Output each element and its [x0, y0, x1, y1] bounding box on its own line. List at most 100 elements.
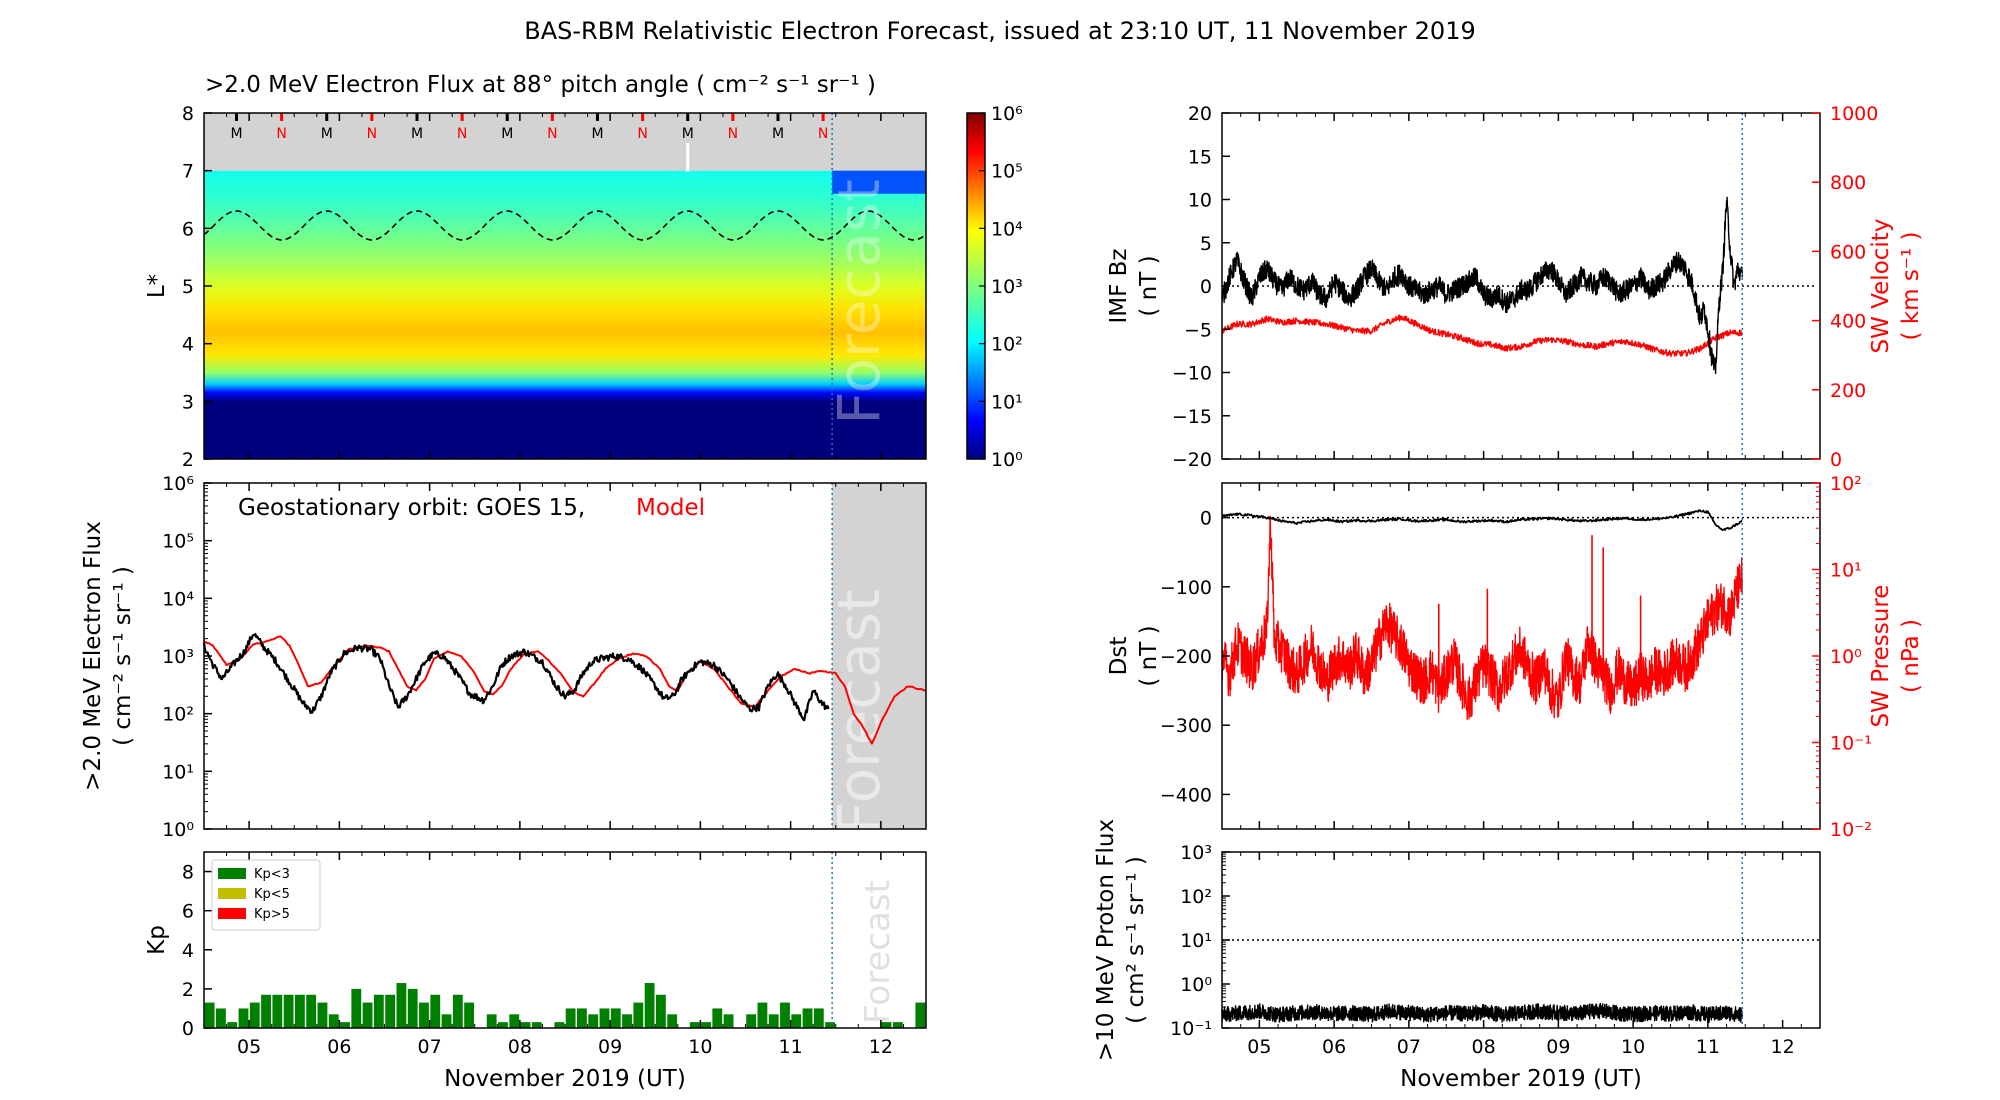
dst-y2tick-label: 10¹ [1830, 560, 1862, 582]
imf-ytick-label: −20 [1172, 449, 1212, 471]
kp-ytick-label: 8 [182, 862, 194, 884]
dst-ylabel-line: ( nT ) [1136, 625, 1162, 686]
kp-legend-label: Kp<5 [254, 887, 290, 902]
geo-flux-annotation: Geostationary orbit: GOES 15, [238, 495, 585, 521]
dst-y2label-line: ( nPa ) [1898, 619, 1924, 693]
proton-ylabel: >10 MeV Proton Flux( cm² s⁻¹ sr⁻¹ ) [1093, 819, 1149, 1061]
orbit-marker-label: M [230, 126, 242, 142]
kp-legend-label: Kp<3 [254, 867, 290, 882]
flux-map-panel: M N M N M N M N M N M N M N Forecast 2 3 4 5 6 7 8 L* >2.0 MeV … [144, 72, 1023, 471]
kp-bar [261, 994, 271, 1028]
kp-bar [712, 1008, 723, 1028]
proton-xtick-label: 12 [1771, 1036, 1795, 1058]
forecast-watermark: Forecast [858, 880, 898, 1024]
orbit-marker-label: N [457, 126, 467, 142]
imf-ytick-label: −10 [1172, 363, 1212, 385]
kp-bar [622, 1014, 632, 1028]
flux-map-ytick-label: 7 [182, 161, 194, 183]
kp-bar [238, 1008, 249, 1028]
imf-ytick-label: 10 [1188, 190, 1212, 212]
proton-xtick-label: 10 [1621, 1036, 1645, 1058]
kp-bar [881, 1022, 892, 1028]
dst-ytick-label: −400 [1160, 784, 1212, 806]
kp-bar [328, 1014, 339, 1028]
kp-xtick-label: 06 [327, 1036, 351, 1058]
imf-bz-line [1221, 196, 1743, 375]
kp-bar [385, 994, 396, 1028]
kp-bar [340, 1022, 350, 1028]
kp-bar [577, 1008, 587, 1028]
orbit-marker-label: N [367, 126, 377, 142]
geo-flux-ytick-label: 10¹ [162, 761, 194, 783]
dst-y2label: SW Pressure( nPa ) [1868, 585, 1924, 728]
kp-bar [780, 1002, 790, 1028]
imf-ytick-label: −15 [1172, 406, 1212, 428]
imf-y2tick-label: 1000 [1830, 103, 1878, 125]
proton-ytick-label: 10⁰ [1180, 974, 1212, 996]
proton-xtick-label: 09 [1546, 1036, 1570, 1058]
flux-map-title: >2.0 MeV Electron Flux at 88° pitch angl… [205, 72, 876, 98]
imf-bz-panel: −20−15−10−50510152002004006008001000IMF … [1106, 103, 1924, 471]
goes-series-line [202, 632, 830, 722]
forecast-watermark: Forecast [825, 179, 893, 424]
geo-flux-ylabel-line: ( cm⁻² s⁻¹ sr⁻¹ ) [110, 566, 136, 746]
flux-map-ylabel-line: L* [144, 274, 170, 298]
kp-bar [419, 1002, 429, 1028]
colorbar-tick-label: 10³ [991, 276, 1023, 298]
orbit-marker-label: M [501, 126, 513, 142]
dst-ytick-label: −300 [1160, 715, 1212, 737]
imf-ylabel: IMF Bz( nT ) [1106, 248, 1162, 323]
imf-ytick-label: 20 [1188, 103, 1212, 125]
colorbar-tick-label: 10⁴ [991, 218, 1023, 240]
imf-ylabel-line: IMF Bz [1106, 248, 1132, 323]
geo-flux-ylabel: >2.0 MeV Electron Flux( cm⁻² s⁻¹ sr⁻¹ ) [80, 521, 136, 791]
geo-flux-ytick-label: 10⁴ [162, 588, 194, 610]
kp-ytick-label: 4 [182, 940, 194, 962]
dst-y2tick-label: 10⁻² [1830, 819, 1872, 841]
imf-y2tick-label: 0 [1830, 449, 1842, 471]
kp-legend-label: Kp>5 [254, 907, 290, 922]
kp-xtick-label: 12 [869, 1036, 893, 1058]
kp-xtick-label: 07 [418, 1036, 442, 1058]
flux-map-body [204, 170, 926, 459]
kp-xtick-label: 11 [779, 1036, 803, 1058]
kp-xtick-label: 08 [508, 1036, 532, 1058]
kp-bar [802, 1008, 813, 1028]
kp-xtick-label: 09 [598, 1036, 622, 1058]
imf-ylabel-line: ( nT ) [1136, 255, 1162, 316]
dst-y2label-line: SW Pressure [1868, 585, 1894, 728]
orbit-marker-label: N [637, 126, 647, 142]
flux-map-ytick-label: 4 [182, 334, 194, 356]
orbit-marker-label: N [276, 126, 286, 142]
kp-ytick-label: 0 [182, 1018, 194, 1040]
dst-ytick-label: −200 [1160, 646, 1212, 668]
proton-frame [1221, 851, 1821, 1029]
imf-y2tick-label: 400 [1830, 311, 1866, 333]
orbit-marker-label: M [411, 126, 423, 142]
proton-ylabel-line: >10 MeV Proton Flux [1093, 819, 1119, 1061]
geo-flux-model-label: Model [636, 495, 705, 521]
proton-xtick-label: 08 [1472, 1036, 1496, 1058]
geo-flux-ytick-label: 10⁶ [162, 473, 194, 495]
kp-bar [746, 1014, 757, 1028]
kp-bar [464, 1002, 475, 1028]
imf-ytick-label: 5 [1200, 233, 1212, 255]
dst-y2tick-label: 10⁰ [1830, 646, 1862, 668]
colorbar-tick-label: 10⁵ [991, 161, 1023, 183]
kp-bar [486, 1014, 497, 1028]
kp-xtick-label: 05 [237, 1036, 261, 1058]
proton-xtick-label: 05 [1247, 1036, 1271, 1058]
kp-ytick-label: 6 [182, 901, 194, 923]
kp-bar [272, 994, 283, 1028]
orbit-marker-label: N [818, 126, 828, 142]
kp-bar [689, 1022, 700, 1028]
flux-map-ytick-label: 5 [182, 276, 194, 298]
forecast-watermark: Forecast [825, 589, 893, 834]
proton-ytick-label: 10¹ [1180, 930, 1212, 952]
kp-bar [509, 1014, 520, 1028]
figure-title: BAS-RBM Relativistic Electron Forecast, … [524, 17, 1476, 45]
dst-ylabel-line: Dst [1106, 637, 1132, 676]
geo-flux-forecast-region [832, 483, 926, 829]
orbit-marker-label: N [728, 126, 738, 142]
kp-bar [396, 983, 407, 1028]
